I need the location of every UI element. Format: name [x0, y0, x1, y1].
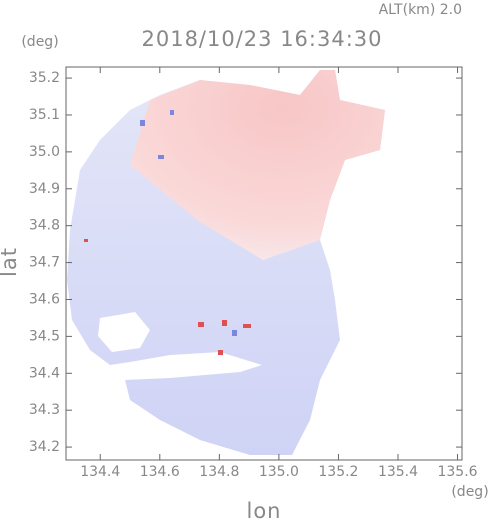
chart-title: 2018/10/23 16:34:30 [141, 27, 382, 51]
y-axis-label: lat [0, 247, 21, 277]
y-tick-label: 34.2 [29, 439, 60, 455]
y-tick-label: 35.0 [29, 144, 60, 160]
x-unit: (deg) [451, 484, 488, 500]
y-unit: (deg) [21, 34, 58, 50]
y-tick-label: 34.5 [29, 328, 60, 344]
x-tick-label: 135.6 [437, 464, 477, 480]
x-tick-label: 134.8 [199, 464, 239, 480]
y-tick-label: 34.3 [29, 402, 60, 418]
y-tick-label: 34.7 [29, 255, 60, 271]
x-tick-label: 135.0 [259, 464, 299, 480]
x-tick-label: 134.6 [140, 464, 180, 480]
y-tick-label: 34.8 [29, 218, 60, 234]
x-tick-label: 135.4 [378, 464, 418, 480]
subtitle: ALT(km) 2.0 [379, 2, 462, 18]
x-tick-label: 135.2 [318, 464, 358, 480]
y-tick-label: 34.9 [29, 181, 60, 197]
y-tick-label: 35.2 [29, 70, 60, 86]
y-tick-label: 34.6 [29, 291, 60, 307]
x-axis-label: lon [247, 499, 282, 521]
y-tick-label: 35.1 [29, 107, 60, 123]
plot-frame [65, 66, 463, 461]
echo-field [67, 70, 385, 455]
x-tick-label: 134.4 [80, 464, 120, 480]
y-tick-label: 34.4 [29, 365, 60, 381]
